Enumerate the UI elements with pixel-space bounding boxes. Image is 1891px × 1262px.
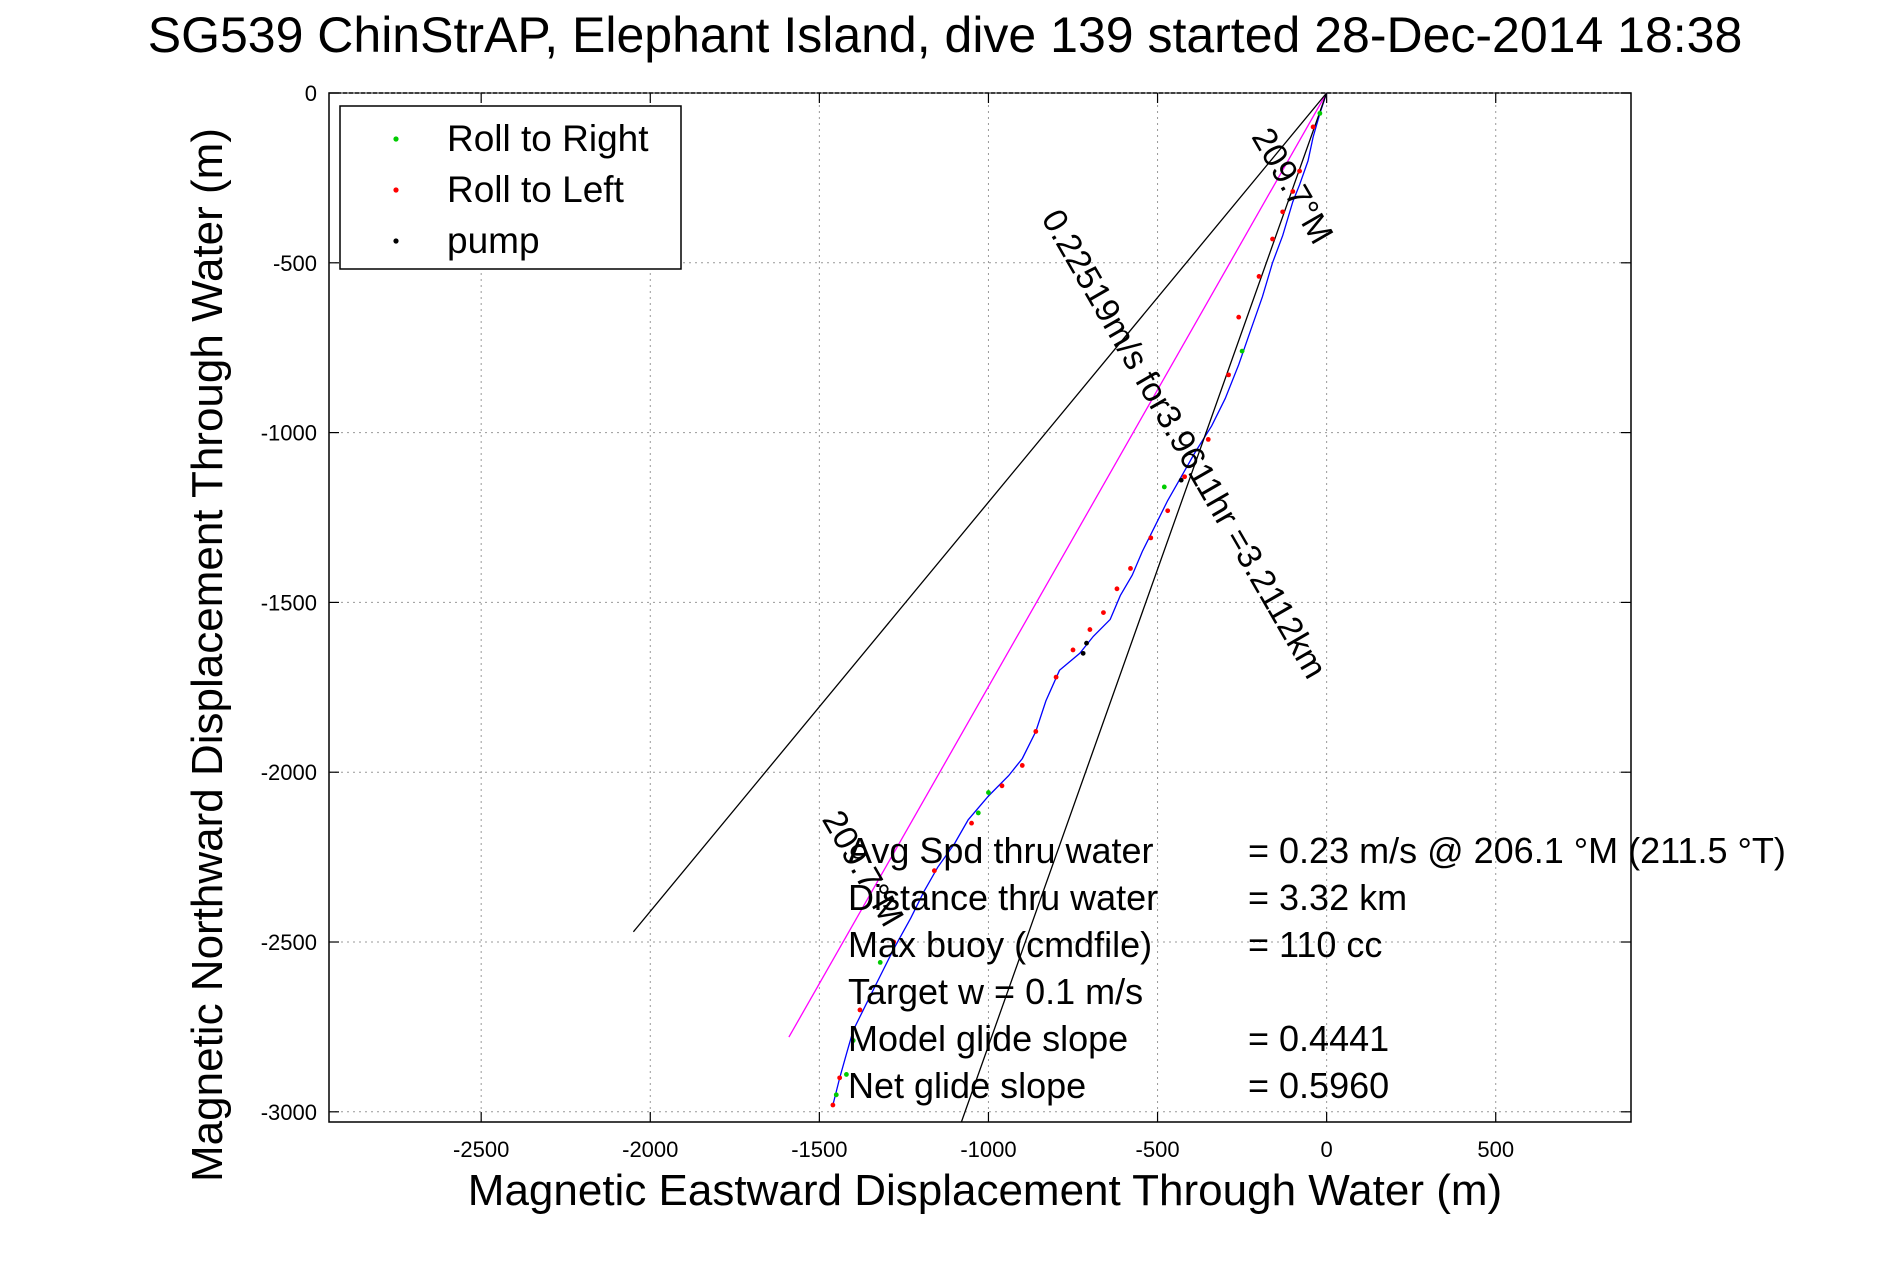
stats-panel: Avg Spd thru water = 0.23 m/s @ 206.1 °M …: [848, 830, 1786, 1106]
y-tick-label: 0: [305, 81, 317, 106]
legend-label: Roll to Right: [447, 118, 649, 159]
y-tick-label: -500: [273, 251, 317, 276]
legend-marker-roll-to-right: [393, 136, 399, 142]
roll-to-left-marker: [1114, 586, 1120, 592]
roll-to-left-marker: [891, 939, 897, 945]
roll-to-right-marker: [975, 810, 981, 816]
markers: [830, 110, 1323, 1108]
roll-to-left-marker: [1070, 647, 1076, 653]
stat-value: = 110 cc: [1248, 924, 1382, 965]
series-cone-inner: [960, 92, 1328, 1123]
stat-label: Model glide slope: [848, 1018, 1128, 1059]
stat-value: = 0.23 m/s @ 206.1 °M (211.5 °T): [1248, 830, 1786, 871]
roll-to-right-marker: [1161, 484, 1167, 490]
roll-to-left-marker: [1290, 189, 1296, 194]
legend-marker-pump: [393, 238, 399, 244]
roll-to-right-marker: [877, 959, 883, 965]
stat-value: = 0.4441: [1248, 1018, 1389, 1059]
series-heading-line: [788, 92, 1328, 1038]
pump-marker: [1084, 640, 1089, 646]
x-tick-label: -500: [1136, 1137, 1180, 1162]
roll-to-left-marker: [1128, 566, 1133, 571]
roll-to-left-marker: [1087, 627, 1093, 632]
roll-to-left-marker: [1053, 674, 1059, 680]
y-tick-label: -1500: [261, 590, 317, 615]
legend-marker-roll-to-left: [393, 187, 399, 193]
stat-label: Net glide slope: [848, 1065, 1086, 1106]
stat-label: Max buoy (cmdfile): [848, 924, 1152, 965]
x-tick-label: -1500: [791, 1137, 847, 1162]
roll-to-left-marker: [1019, 763, 1025, 768]
roll-to-right-marker: [1317, 110, 1323, 116]
stat-value: = 3.32 km: [1248, 877, 1407, 918]
roll-to-left-marker: [1226, 372, 1231, 378]
y-tick-label: -2500: [261, 930, 317, 955]
roll-to-left-marker: [1310, 124, 1316, 130]
legend-label: Roll to Left: [447, 169, 625, 210]
series-track: [832, 92, 1328, 1106]
axes: -2500 -2000 -1500 -1000 -500 0 500 0 -500 -1000 -1…: [261, 81, 1631, 1162]
roll-to-left-marker: [857, 1007, 863, 1013]
roll-to-left-marker: [1182, 474, 1187, 480]
roll-to-left-marker: [1033, 729, 1039, 734]
pump-marker: [1080, 650, 1086, 656]
x-axis-label: Magnetic Eastward Displacement Through W…: [468, 1166, 1502, 1215]
pump-marker: [1178, 477, 1184, 483]
roll-to-left-marker: [837, 1075, 843, 1081]
x-tick-label: 500: [1477, 1137, 1514, 1162]
roll-to-left-marker: [1165, 508, 1171, 514]
roll-to-left-marker: [830, 1102, 836, 1108]
x-tick-label: -2500: [453, 1137, 509, 1162]
roll-to-left-marker: [1101, 610, 1106, 615]
y-tick-label: -3000: [261, 1100, 317, 1125]
series-cone-outer: [632, 92, 1328, 933]
roll-to-right-marker: [844, 1072, 849, 1077]
roll-to-left-marker: [931, 868, 937, 874]
stat-value: = 0.5960: [1248, 1065, 1389, 1106]
roll-to-left-marker: [1297, 168, 1302, 174]
roll-to-left-marker: [969, 820, 974, 826]
roll-to-left-marker: [1236, 314, 1242, 320]
roll-to-left-marker: [1148, 535, 1154, 541]
stat-label: Avg Spd thru water: [848, 830, 1154, 871]
x-tick-label: 0: [1321, 1137, 1333, 1162]
legend: Roll to Right Roll to Left pump: [339, 105, 682, 270]
x-tick-label: -2000: [622, 1137, 678, 1162]
roll-to-right-marker: [1239, 348, 1245, 354]
roll-to-right-marker: [850, 1038, 856, 1043]
roll-to-left-marker: [1280, 209, 1286, 215]
stat-label: Distance thru water: [848, 877, 1158, 918]
roll-to-right-marker: [833, 1092, 839, 1098]
roll-to-left-marker: [1256, 273, 1262, 279]
roll-to-left-marker: [1205, 436, 1211, 442]
x-tick-label: -1000: [960, 1137, 1016, 1162]
chart-title: SG539 ChinStrAP, Elephant Island, dive 1…: [148, 7, 1743, 63]
roll-to-left-marker: [1270, 236, 1275, 242]
roll-to-left-marker: [999, 783, 1005, 789]
y-tick-label: -2000: [261, 760, 317, 785]
legend-label: pump: [447, 220, 540, 261]
series: [632, 92, 1328, 1123]
y-tick-label: -1000: [261, 421, 317, 446]
y-axis-label: Magnetic Northward Displacement Through …: [183, 128, 232, 1182]
stat-label: Target w = 0.1 m/s: [848, 971, 1143, 1012]
roll-to-right-marker: [986, 790, 991, 795]
